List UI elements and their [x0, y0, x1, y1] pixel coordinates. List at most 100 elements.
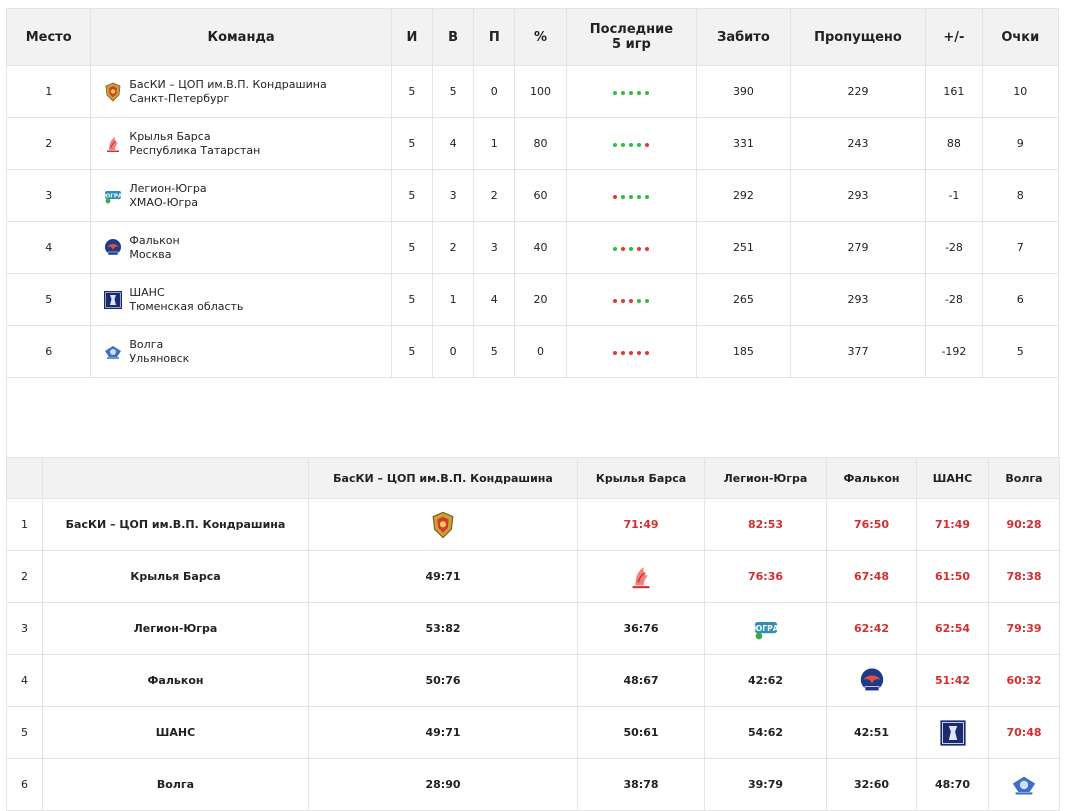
cell-scored: 331 — [696, 117, 791, 170]
matrix-team-name[interactable]: Волга — [42, 758, 309, 811]
team-cell[interactable]: ШАНС Тюменская область — [90, 273, 392, 326]
last-five-games — [565, 221, 698, 274]
table-row: 3 ЮГРА Легион-Югра ХМАО-Югра 5 3 2 60 292 293 -1 8 — [5, 169, 1060, 222]
team-name[interactable]: ШАНС — [129, 285, 165, 299]
svg-text:ЮГРА: ЮГРА — [753, 624, 779, 633]
cell-g: 5 — [390, 273, 434, 326]
matrix-team-name[interactable]: ШАНС — [42, 706, 309, 759]
cell-place: 3 — [5, 169, 92, 222]
matrix-score: 53:82 — [308, 602, 578, 655]
cell-scored: 185 — [696, 325, 791, 378]
win-dot — [629, 247, 634, 251]
cell-conceded: 279 — [789, 221, 927, 274]
win-dot — [645, 91, 650, 95]
matrix-team-name[interactable]: Легион-Югра — [42, 602, 309, 655]
cell-conceded: 293 — [789, 273, 927, 326]
team-name[interactable]: Волга — [129, 337, 164, 351]
team-name[interactable]: БасКИ – ЦОП им.В.П. Кондрашина — [129, 77, 327, 91]
team-name[interactable]: Фалькон — [129, 233, 180, 247]
legion-yugra-icon: ЮГРА — [103, 186, 123, 206]
team-cell[interactable]: БасКИ – ЦОП им.В.П. Кондрашина Санкт-Пете… — [90, 65, 392, 118]
matrix-score: 42:51 — [826, 706, 917, 759]
last-five-games — [565, 169, 698, 222]
cell-pct: 100 — [514, 65, 567, 118]
cell-scored: 390 — [696, 65, 791, 118]
matrix-team-name[interactable]: БасКИ – ЦОП им.В.П. Кондрашина — [42, 498, 309, 551]
head-to-head-table: БасКИ – ЦОП им.В.П. Кондрашина Крылья Бар… — [6, 457, 1060, 811]
cell-l: 5 — [473, 325, 516, 378]
cell-g: 5 — [390, 117, 434, 170]
table-spacer — [6, 373, 1059, 457]
cell-scored: 251 — [696, 221, 791, 274]
matrix-diagonal-logo — [577, 550, 705, 603]
team-name[interactable]: Легион-Югра — [129, 181, 207, 195]
matrix-team-name[interactable]: Крылья Барса — [42, 550, 309, 603]
matrix-header-2: БасКИ – ЦОП им.В.П. Кондрашина — [308, 457, 578, 499]
table-row: 2 Крылья Барса Республика Татарстан 5 4 1 80 33… — [5, 117, 1060, 170]
standings-header-9[interactable]: +/- — [925, 8, 983, 66]
loss-dot — [629, 351, 634, 355]
win-dot — [629, 91, 634, 95]
loss-dot — [621, 351, 626, 355]
loss-dot — [613, 299, 618, 303]
win-dot — [613, 91, 618, 95]
win-dot — [629, 143, 634, 147]
matrix-team-name[interactable]: Фалькон — [42, 654, 309, 707]
matrix-place: 4 — [6, 654, 43, 707]
table-row: 1 БасКИ – ЦОП им.В.П. Кондрашина Санкт-Пет… — [5, 65, 1060, 118]
cell-place: 6 — [5, 325, 92, 378]
standings-header-6[interactable]: Последние 5 игр — [565, 8, 698, 66]
cell-w: 4 — [431, 117, 475, 170]
falcon-icon — [103, 238, 123, 258]
loss-dot — [613, 195, 618, 199]
team-cell[interactable]: Волга Ульяновск — [90, 325, 392, 378]
matrix-score: 49:71 — [308, 550, 578, 603]
team-name[interactable]: Крылья Барса — [129, 129, 211, 143]
matrix-header-5: Фалькон — [826, 457, 917, 499]
standings-header-2[interactable]: И — [390, 8, 434, 66]
cell-l: 4 — [473, 273, 516, 326]
team-region: Санкт-Петербург — [129, 91, 230, 105]
matrix-score: 28:90 — [308, 758, 578, 811]
matrix-score: 32:60 — [826, 758, 917, 811]
standings-header-8[interactable]: Пропущено — [789, 8, 927, 66]
standings-header-7[interactable]: Забито — [696, 8, 791, 66]
cell-l: 2 — [473, 169, 516, 222]
cell-w: 3 — [431, 169, 475, 222]
standings-header-4[interactable]: П — [473, 8, 516, 66]
standings-header-5[interactable]: % — [514, 8, 567, 66]
standings-header-1[interactable]: Команда — [90, 8, 392, 66]
falcon-icon — [858, 667, 886, 695]
team-cell[interactable]: Фалькон Москва — [90, 221, 392, 274]
team-region: Тюменская область — [129, 299, 244, 313]
cell-pts: 7 — [981, 221, 1060, 274]
loss-dot — [629, 299, 634, 303]
matrix-place: 5 — [6, 706, 43, 759]
cell-place: 4 — [5, 221, 92, 274]
cell-w: 2 — [431, 221, 475, 274]
cell-w: 5 — [431, 65, 475, 118]
team-cell[interactable]: Крылья Барса Республика Татарстан — [90, 117, 392, 170]
team-region: Москва — [129, 247, 172, 261]
matrix-score: 82:53 — [704, 498, 827, 551]
matrix-place: 6 — [6, 758, 43, 811]
cell-diff: -28 — [925, 221, 983, 274]
matrix-score: 50:61 — [577, 706, 705, 759]
cell-diff: -192 — [925, 325, 983, 378]
standings-header-3[interactable]: В — [431, 8, 475, 66]
standings-header-0[interactable]: Место — [5, 8, 92, 66]
volga-icon — [1010, 771, 1038, 799]
matrix-score: 38:78 — [577, 758, 705, 811]
cell-w: 0 — [431, 325, 475, 378]
krylya-barsa-icon — [627, 563, 655, 591]
team-region: Ульяновск — [129, 351, 190, 365]
cell-conceded: 377 — [789, 325, 927, 378]
table-row: 6 Волга Ульяновск 5 0 5 0 185 377 -192 5 — [5, 325, 1060, 378]
matrix-place: 1 — [6, 498, 43, 551]
matrix-score: 90:28 — [988, 498, 1060, 551]
team-cell[interactable]: ЮГРА Легион-Югра ХМАО-Югра — [90, 169, 392, 222]
standings-header-10[interactable]: Очки — [981, 8, 1060, 66]
standings-table: Место Команда И В П% Последние 5 игр Забито Про… — [5, 8, 1060, 378]
baski-crest-icon — [429, 511, 457, 539]
matrix-score: 42:62 — [704, 654, 827, 707]
